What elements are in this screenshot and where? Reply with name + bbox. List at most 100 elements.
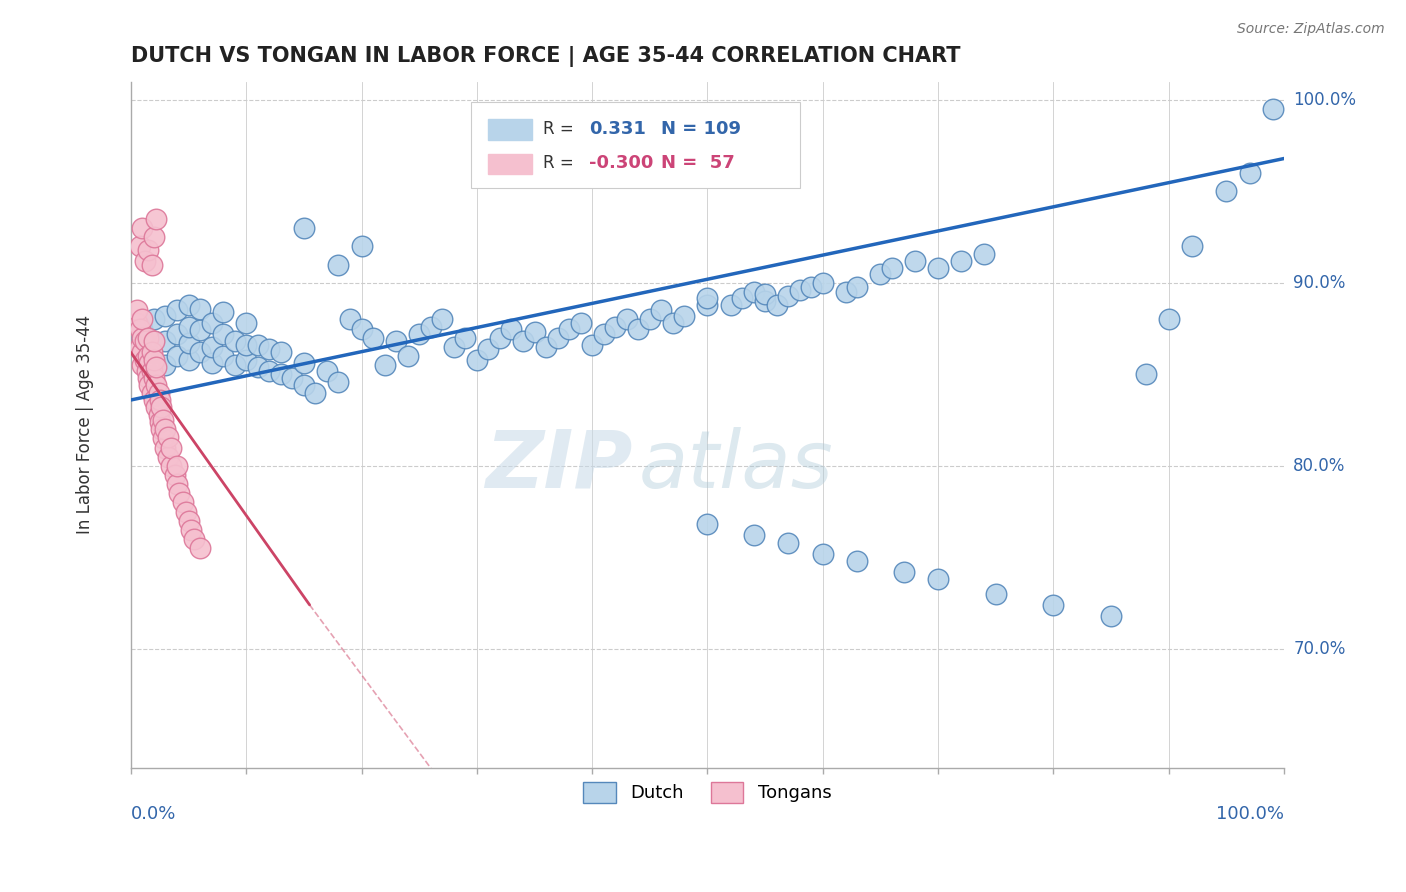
Point xyxy=(212,327,235,342)
Point xyxy=(292,378,315,392)
Point xyxy=(136,243,159,257)
Point xyxy=(142,334,165,349)
Point xyxy=(904,254,927,268)
Point xyxy=(339,312,361,326)
Point xyxy=(350,239,373,253)
Point xyxy=(235,316,257,330)
FancyBboxPatch shape xyxy=(471,103,800,188)
Point xyxy=(142,312,165,326)
Point xyxy=(927,572,949,586)
Point xyxy=(155,309,177,323)
Text: ZIP: ZIP xyxy=(485,427,633,505)
Point xyxy=(443,340,465,354)
Point xyxy=(259,342,281,356)
Point xyxy=(138,356,160,370)
Text: 100.0%: 100.0% xyxy=(1294,91,1357,109)
Point xyxy=(166,303,188,318)
Point xyxy=(789,283,811,297)
Point xyxy=(141,385,163,400)
Point xyxy=(169,486,191,500)
Point xyxy=(673,309,696,323)
Point xyxy=(131,221,153,235)
Point xyxy=(1181,239,1204,253)
Point xyxy=(720,298,742,312)
Point xyxy=(125,316,148,330)
Point xyxy=(292,356,315,370)
Point xyxy=(177,319,200,334)
Point xyxy=(316,364,339,378)
Point xyxy=(846,554,869,568)
Point xyxy=(177,352,200,367)
Point xyxy=(200,316,222,330)
Point xyxy=(765,298,787,312)
Text: 90.0%: 90.0% xyxy=(1294,274,1346,292)
Point xyxy=(166,477,188,491)
Point xyxy=(465,352,488,367)
Point xyxy=(754,286,776,301)
Point xyxy=(558,321,581,335)
Text: In Labor Force | Age 35-44: In Labor Force | Age 35-44 xyxy=(76,315,94,534)
Point xyxy=(152,413,174,427)
Point xyxy=(142,392,165,407)
Point xyxy=(188,301,211,316)
Point xyxy=(432,312,454,326)
Point xyxy=(569,316,592,330)
Point xyxy=(696,291,718,305)
Point xyxy=(141,345,163,359)
Point xyxy=(177,298,200,312)
Point xyxy=(134,254,156,268)
Text: -0.300: -0.300 xyxy=(589,154,652,172)
Point xyxy=(592,327,614,342)
Point xyxy=(835,285,858,299)
Point xyxy=(328,258,350,272)
Point xyxy=(869,267,891,281)
Point xyxy=(138,378,160,392)
Point xyxy=(125,303,148,318)
Point xyxy=(292,221,315,235)
Point xyxy=(136,331,159,345)
Point xyxy=(605,319,627,334)
Point xyxy=(489,331,512,345)
Point xyxy=(142,352,165,367)
Point xyxy=(662,316,685,330)
Point xyxy=(224,358,246,372)
Point xyxy=(1239,166,1261,180)
Point xyxy=(984,587,1007,601)
Point xyxy=(811,547,834,561)
Point xyxy=(166,349,188,363)
Point xyxy=(131,358,153,372)
Point xyxy=(328,375,350,389)
Point xyxy=(141,258,163,272)
Point xyxy=(134,334,156,349)
Point xyxy=(235,352,257,367)
Point xyxy=(259,364,281,378)
Point xyxy=(174,505,197,519)
Point xyxy=(148,408,170,422)
Text: 80.0%: 80.0% xyxy=(1294,457,1346,475)
Point xyxy=(350,321,373,335)
Point xyxy=(145,359,167,374)
Point xyxy=(742,528,765,542)
Point xyxy=(846,279,869,293)
Point xyxy=(501,321,523,335)
Text: Source: ZipAtlas.com: Source: ZipAtlas.com xyxy=(1237,22,1385,37)
Point xyxy=(778,535,800,549)
Point xyxy=(131,331,153,345)
Point xyxy=(547,331,569,345)
Point xyxy=(188,323,211,337)
Point xyxy=(627,321,650,335)
Point xyxy=(131,321,153,335)
Point xyxy=(148,385,170,400)
Point xyxy=(454,331,477,345)
Point xyxy=(155,441,177,455)
Point xyxy=(155,422,177,436)
Point xyxy=(149,422,172,436)
Point xyxy=(145,401,167,415)
Text: DUTCH VS TONGAN IN LABOR FORCE | AGE 35-44 CORRELATION CHART: DUTCH VS TONGAN IN LABOR FORCE | AGE 35-… xyxy=(131,46,960,67)
Point xyxy=(1215,185,1237,199)
Point xyxy=(973,246,995,260)
Point xyxy=(177,336,200,351)
Text: 70.0%: 70.0% xyxy=(1294,640,1346,657)
Point xyxy=(212,349,235,363)
Point xyxy=(696,298,718,312)
